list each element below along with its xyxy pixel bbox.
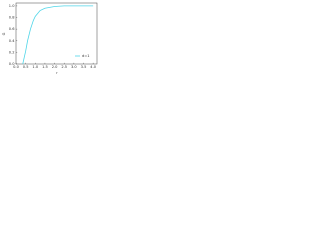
- y-tick-label: 0.4: [9, 39, 15, 43]
- x-tick-label: 2.5: [61, 65, 67, 69]
- y-tick-label: 0.0: [9, 62, 15, 66]
- x-tick-label: 0.0: [13, 65, 19, 69]
- x-tick-label: 1.0: [32, 65, 38, 69]
- chart: r G 0.00.20.40.60.81.00.0 0.5 1.0 1.5 2.0 2.5…: [2, 2, 98, 75]
- x-tick-label: 4.0: [90, 65, 96, 69]
- page: r G 0.0 0.2 0.4 0.6 0.8 1.0 0.0 0.5 1.0 1.5 2.0 2.5…: [0, 0, 320, 76]
- y-tick-label: 0.6: [9, 27, 15, 31]
- y-tick-label: 0.2: [9, 50, 15, 54]
- x-tick-label: 1.5: [42, 65, 48, 69]
- x-axis-label: r: [56, 71, 58, 75]
- x-tick-label: 2.0: [52, 65, 58, 69]
- x-tick-label: 3.5: [81, 65, 87, 69]
- legend-label: d=1: [82, 54, 90, 58]
- line: [22, 5, 94, 65]
- x-tick-label: 0.5: [23, 65, 29, 69]
- y-tick-label: 1.0: [9, 4, 15, 8]
- y-tick-label: 0.8: [9, 16, 15, 20]
- plot-frame: [15, 2, 98, 65]
- y-axis-label: G: [2, 32, 6, 35]
- x-tick-label: 3.0: [71, 65, 77, 69]
